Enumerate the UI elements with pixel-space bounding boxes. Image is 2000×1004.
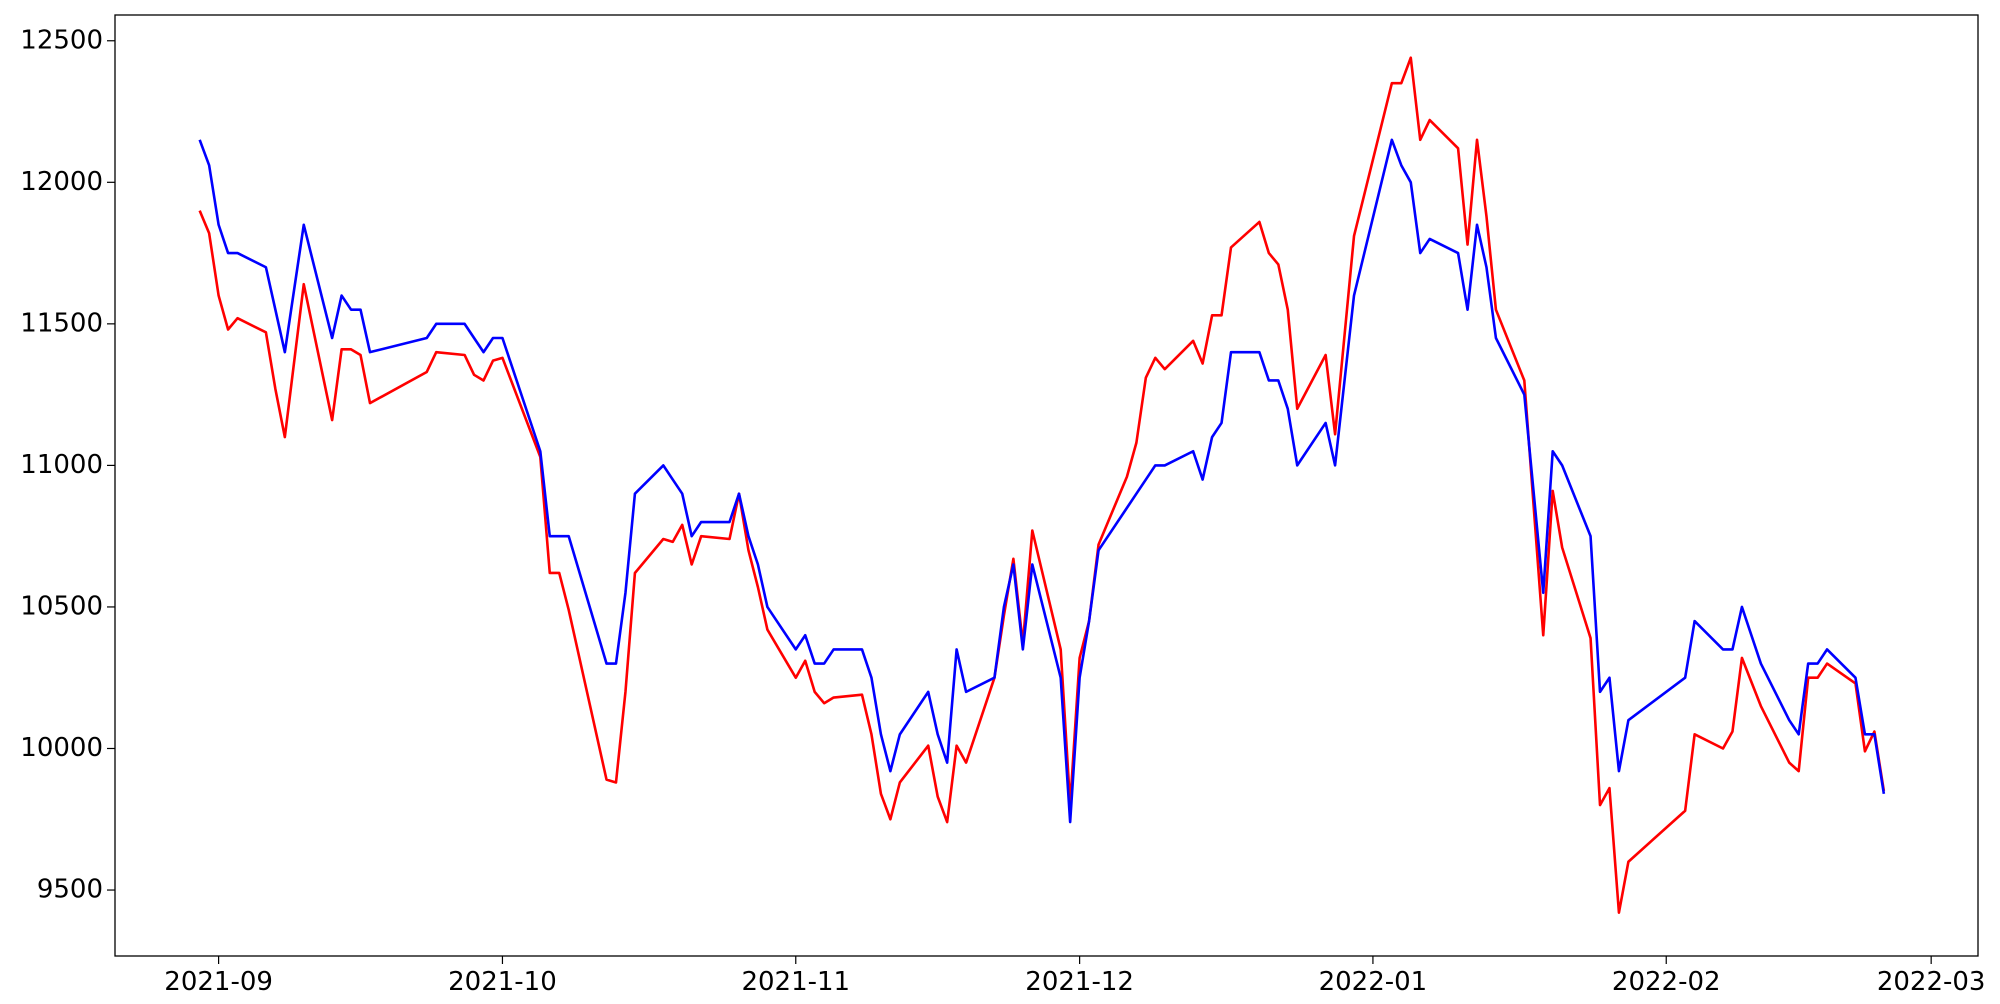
y-tick-label: 12000 [20,167,103,197]
y-tick-label: 10500 [20,591,103,621]
x-tick-label: 2022-01 [1319,967,1428,997]
x-tick-label: 2021-11 [741,967,850,997]
y-tick-label: 11500 [20,308,103,338]
x-tick-label: 2021-10 [448,967,557,997]
y-tick-label: 11000 [20,450,103,480]
y-tick-label: 10000 [20,733,103,763]
plot-frame [114,14,1979,957]
y-tick-label: 12500 [20,25,103,55]
x-tick-label: 2022-02 [1612,967,1721,997]
x-tick-label: 2021-09 [164,967,273,997]
series-line [198,56,1886,914]
y-tick-label: 9500 [37,875,103,905]
series-line [198,138,1886,824]
x-tick-label: 2021-12 [1025,967,1134,997]
x-tick-label: 2022-03 [1877,967,1986,997]
